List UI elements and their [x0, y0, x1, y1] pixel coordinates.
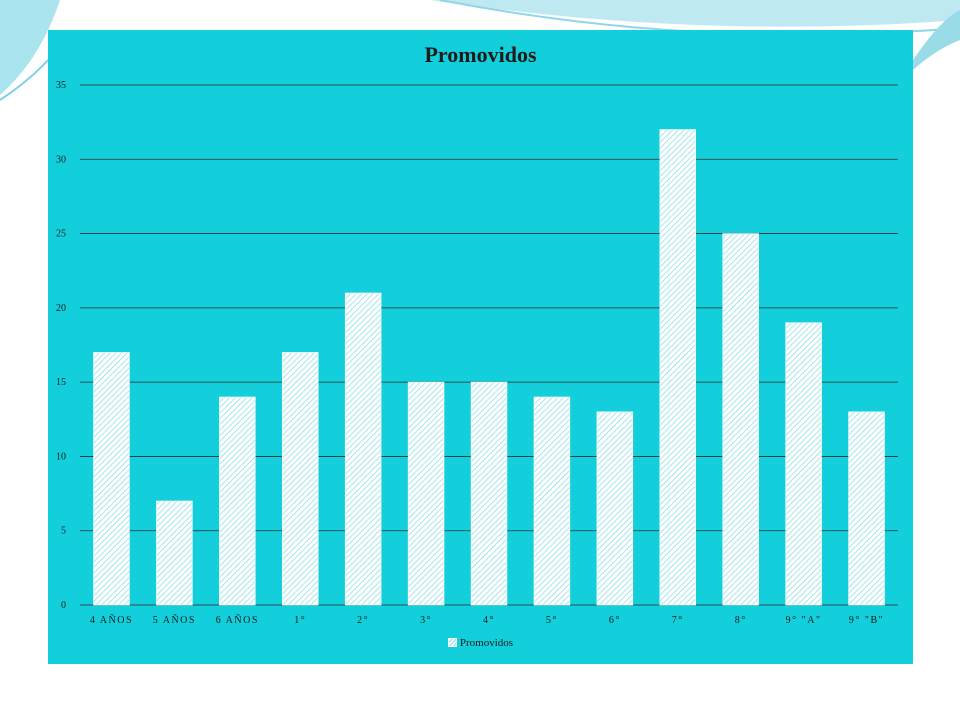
bar — [785, 322, 822, 606]
chart-title: Promovidos — [424, 42, 537, 67]
wave-right-edge — [913, 10, 960, 70]
legend-swatch — [447, 638, 457, 647]
y-tick-label: 20 — [56, 303, 66, 314]
bar — [93, 352, 130, 606]
x-tick-label: 1° — [294, 615, 306, 626]
bar — [659, 129, 697, 606]
x-tick-label: 6° — [609, 615, 621, 626]
x-tick-label: 5 AÑOS — [153, 614, 196, 626]
y-tick-label: 25 — [56, 229, 66, 240]
x-tick-label: 2° — [357, 615, 369, 626]
x-tick-label: 5° — [546, 615, 558, 626]
bar — [533, 396, 571, 606]
bar — [596, 411, 634, 606]
bar — [281, 352, 319, 606]
bar — [722, 233, 759, 606]
y-tick-label: 10 — [56, 451, 66, 462]
x-tick-label: 6 AÑOS — [216, 614, 259, 626]
bar — [848, 411, 885, 606]
bar-chart: 0 5 10 15 20 25 30 35 4 AÑOS 5 AÑOS 6 AÑOS 1° 2° 3° 4°… — [56, 80, 898, 626]
x-tick-label: 9° "A" — [786, 615, 822, 626]
wave-top-left — [0, 0, 60, 95]
x-tick-label: 8° — [735, 615, 747, 626]
x-tick-label: 4° — [483, 615, 495, 626]
y-tick-label: 30 — [56, 154, 66, 165]
bar — [219, 396, 256, 606]
x-tick-label: 7° — [672, 615, 684, 626]
legend-label: Promovidos — [459, 637, 514, 649]
x-tick-label: 4 AÑOS — [90, 614, 133, 626]
legend: Promovidos — [48, 637, 913, 649]
bar — [407, 381, 445, 606]
wave-top-right — [430, 0, 960, 27]
chart-panel: Promovidos 0 5 10 15 20 25 30 35 4 AÑOS 5 AÑOS 6 A… — [48, 30, 913, 664]
x-tick-label: 3° — [420, 615, 432, 626]
bar — [470, 381, 508, 606]
y-tick-label: 15 — [56, 377, 66, 388]
x-tick-label: 9° "B" — [849, 615, 884, 626]
y-tick-label: 35 — [56, 80, 66, 91]
bar — [344, 292, 382, 606]
y-tick-label: 5 — [61, 526, 66, 537]
y-tick-label: 0 — [61, 600, 66, 611]
wave-top-left-line — [0, 59, 49, 101]
bar — [156, 500, 193, 606]
